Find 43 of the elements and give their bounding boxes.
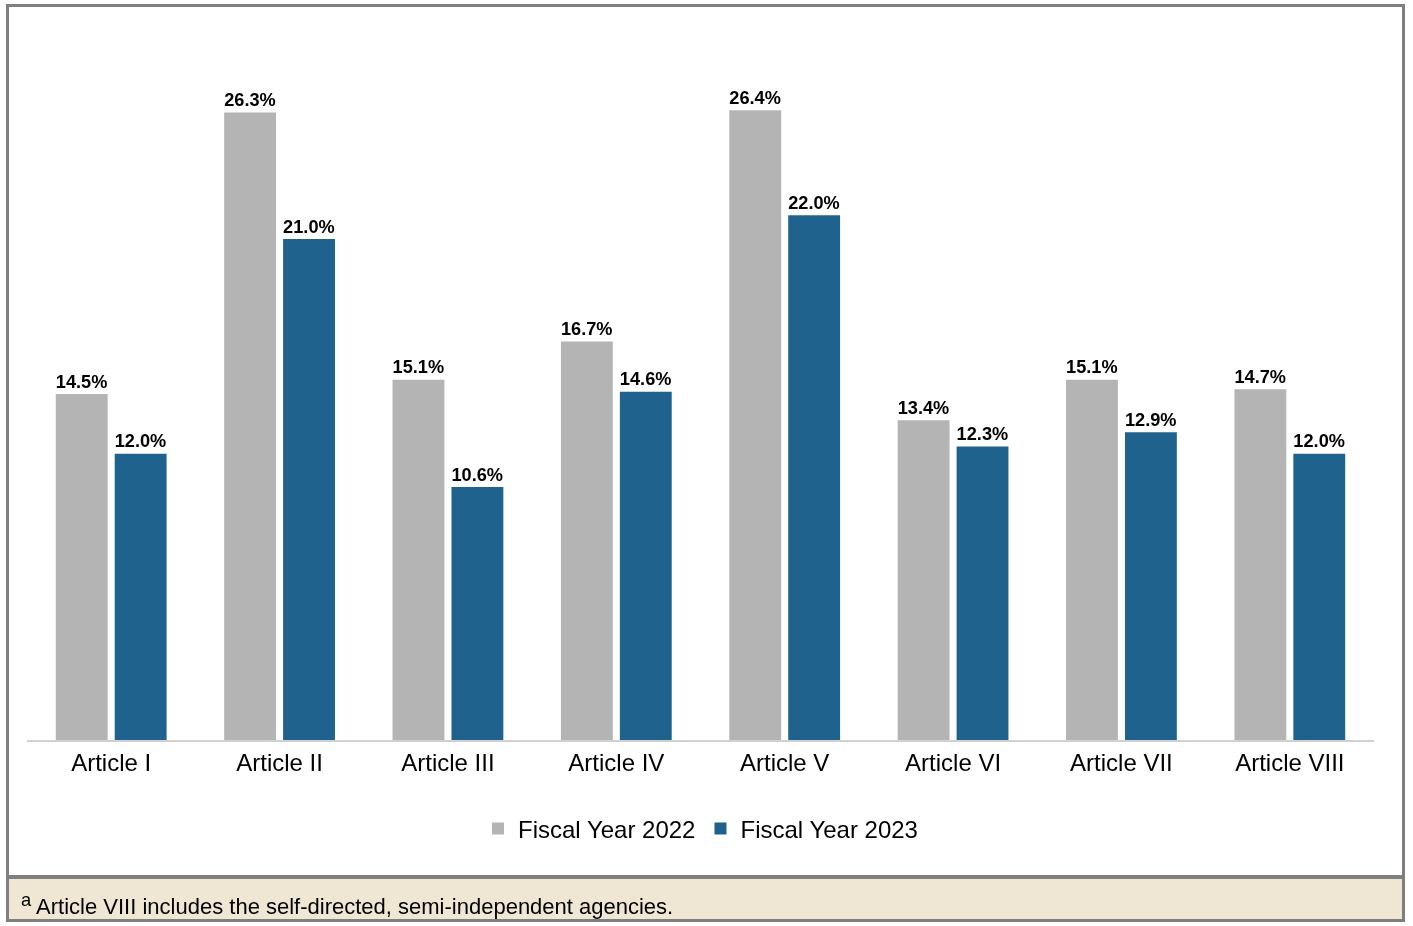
data-label: 14.5% xyxy=(55,371,108,392)
data-label: 15.1% xyxy=(1066,357,1118,378)
data-label: 26.4% xyxy=(729,87,781,108)
data-label: 13.4% xyxy=(897,397,950,418)
bar xyxy=(897,420,950,740)
bar xyxy=(114,453,167,740)
bar xyxy=(283,238,335,740)
data-label: 12.9% xyxy=(1124,409,1177,430)
x-tick-label: Article V xyxy=(740,748,830,776)
bar xyxy=(956,446,1009,740)
x-tick-label: Article VIII xyxy=(1235,748,1345,776)
bar xyxy=(1066,379,1118,740)
data-label: 15.1% xyxy=(392,357,445,378)
data-label: 12.3% xyxy=(956,424,1009,445)
bar xyxy=(560,341,613,740)
x-tick-label: Article III xyxy=(401,748,495,776)
bar xyxy=(392,379,445,740)
data-label: 22.0% xyxy=(788,192,840,213)
bar xyxy=(729,110,782,740)
data-label: 26.3% xyxy=(224,90,276,111)
bar xyxy=(55,394,108,740)
bar xyxy=(451,487,504,740)
data-label: 12.0% xyxy=(114,431,167,452)
x-tick-label: Article II xyxy=(236,748,323,776)
data-label: 14.7% xyxy=(1234,366,1286,387)
x-tick-label: Article I xyxy=(71,748,152,776)
bar xyxy=(1234,389,1287,740)
data-label: 10.6% xyxy=(451,464,504,485)
data-label: 21.0% xyxy=(283,216,335,237)
text: $^{a}$ Article VIII includes the self-directed, semi-independent agencies. xyxy=(9,875,1402,920)
data-label: 16.7% xyxy=(560,319,613,340)
x-tick-label: Article IV xyxy=(568,748,665,776)
x-tick-label: Article VII xyxy=(1070,748,1173,776)
x-tick-label: Article VI xyxy=(905,748,1002,776)
bar xyxy=(619,391,672,740)
bar xyxy=(788,215,841,740)
bar xyxy=(1293,453,1346,740)
data-label: 12.0% xyxy=(1293,431,1345,452)
legend-label: Fiscal Year 2022 xyxy=(518,815,696,843)
bar xyxy=(1124,432,1177,740)
bar xyxy=(224,112,277,740)
legend-label: Fiscal Year 2023 xyxy=(740,815,918,843)
data-label: 14.6% xyxy=(619,369,672,390)
